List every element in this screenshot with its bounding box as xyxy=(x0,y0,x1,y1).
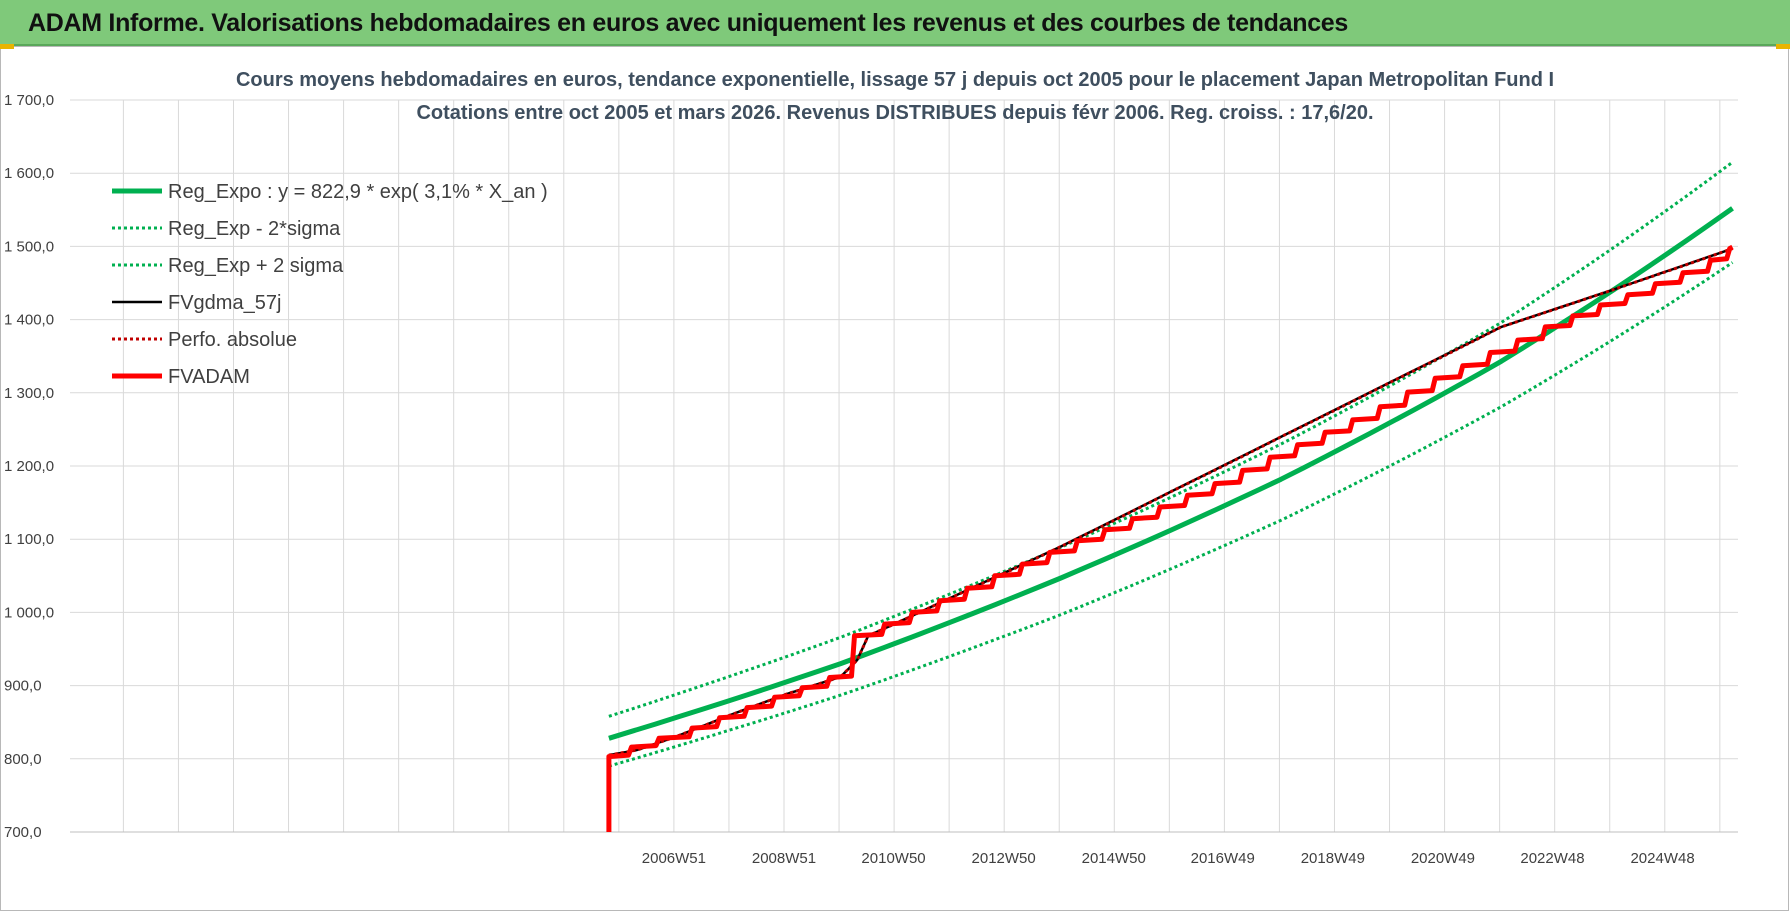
x-tick-labels: 2006W51 2008W51 2010W50 2012W50 2014W50 2016W… xyxy=(642,850,1695,867)
y-tick-label: 1 200,0 xyxy=(4,458,54,475)
series-line-0 xyxy=(608,206,1734,741)
corner-marker-top-left xyxy=(0,44,14,49)
line-chart: 1 700,0 1 600,0 1 500,0 1 400,0 1 300,0 1 200… xyxy=(4,69,1738,867)
y-tick-label: 1 000,0 xyxy=(4,604,54,621)
y-tick-label: 900,0 xyxy=(4,678,42,695)
legend-entry-label: FVgdma_57j xyxy=(168,292,281,314)
legend-entry-label: FVADAM xyxy=(168,366,250,388)
x-tick-label: 2010W50 xyxy=(861,850,925,867)
series-line-5 xyxy=(606,244,1734,832)
series-line-1 xyxy=(608,261,1734,768)
chart-axes: 1 700,0 1 600,0 1 500,0 1 400,0 1 300,0 1 200… xyxy=(4,92,1695,867)
corner-marker-top-right xyxy=(1776,44,1790,49)
y-tick-labels: 1 700,0 1 600,0 1 500,0 1 400,0 1 300,0 1 200… xyxy=(4,92,54,841)
x-tick-label: 2006W51 xyxy=(642,850,706,867)
chart-title: Cours moyens hebdomadaires en euros, ten… xyxy=(236,69,1554,91)
x-tick-label: 2016W49 xyxy=(1191,850,1255,867)
x-tick-label: 2024W48 xyxy=(1630,850,1694,867)
legend-entry-label: Perfo. absolue xyxy=(168,329,297,351)
y-tick-label: 1 500,0 xyxy=(4,238,54,255)
chart-gridlines xyxy=(70,99,1738,833)
x-tick-label: 2020W49 xyxy=(1411,850,1475,867)
legend-entry-label: Reg_Exp + 2 sigma xyxy=(168,255,344,277)
y-tick-label: 700,0 xyxy=(4,824,42,841)
chart-subtitle: Cotations entre oct 2005 et mars 2026. R… xyxy=(416,102,1373,124)
chart-legend: Reg_Expo : y = 822,9 * exp( 3,1% * X_an … xyxy=(112,181,548,388)
report-header-bar: ADAM Informe. Valorisations hebdomadaire… xyxy=(0,0,1790,46)
x-tick-label: 2014W50 xyxy=(1082,850,1146,867)
legend-entry-label: Reg_Expo : y = 822,9 * exp( 3,1% * X_an … xyxy=(168,181,548,203)
y-tick-label: 800,0 xyxy=(4,751,42,768)
y-tick-label: 1 700,0 xyxy=(4,92,54,109)
legend-entry-label: Reg_Exp - 2*sigma xyxy=(168,218,341,240)
y-tick-label: 1 600,0 xyxy=(4,165,54,182)
y-tick-label: 1 400,0 xyxy=(4,312,54,329)
x-tick-label: 2018W49 xyxy=(1301,850,1365,867)
y-tick-label: 1 300,0 xyxy=(4,385,54,402)
report-title: ADAM Informe. Valorisations hebdomadaire… xyxy=(28,9,1349,37)
x-tick-label: 2022W48 xyxy=(1520,850,1584,867)
x-tick-label: 2008W51 xyxy=(752,850,816,867)
series-line-2 xyxy=(608,160,1734,718)
chart-frame xyxy=(0,46,1789,911)
y-tick-label: 1 100,0 xyxy=(4,531,54,548)
x-tick-label: 2012W50 xyxy=(972,850,1036,867)
chart-series xyxy=(606,160,1734,832)
